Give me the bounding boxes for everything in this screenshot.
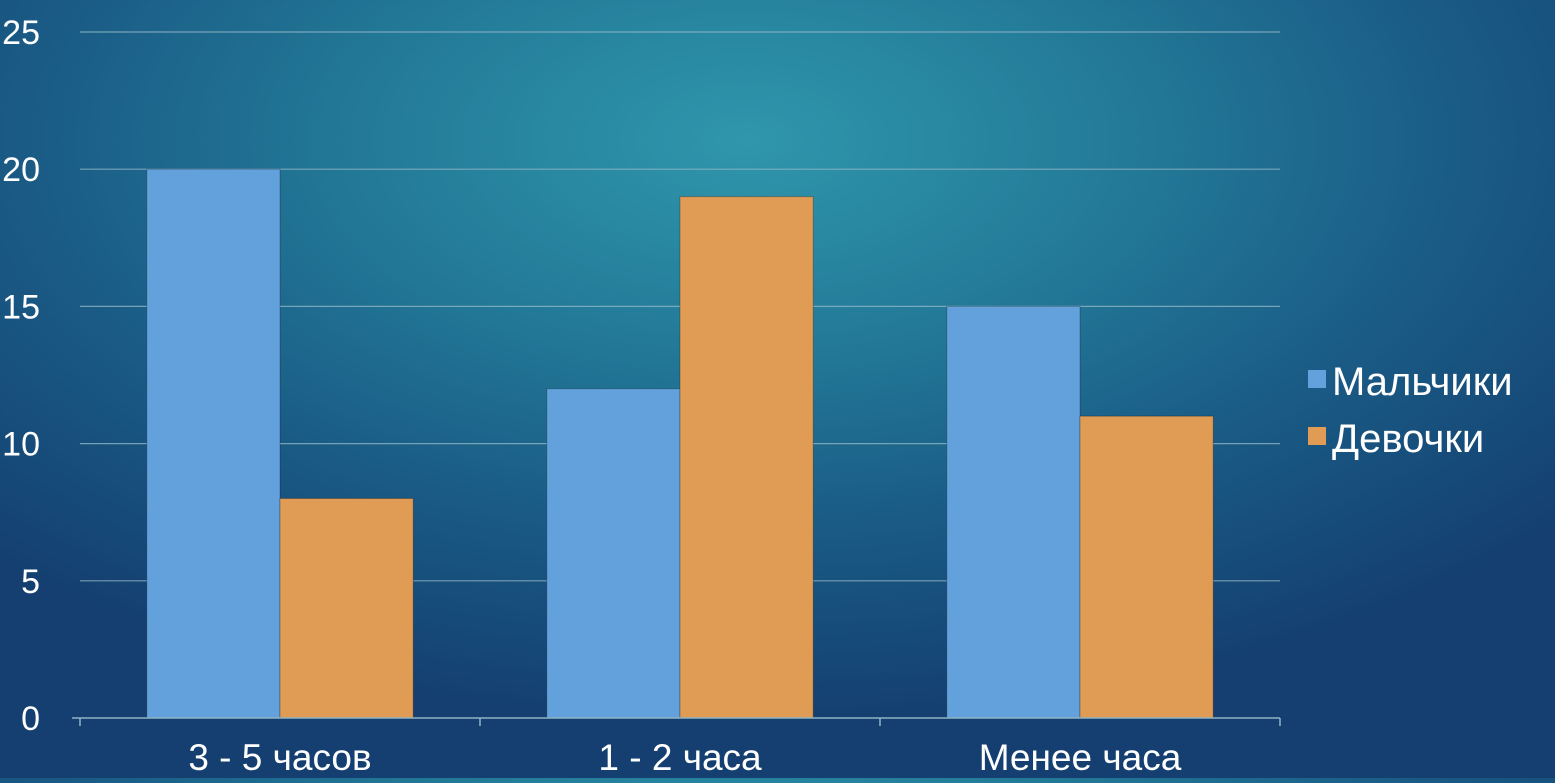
legend-swatch [1308,427,1326,445]
legend: Мальчики Девочки [1308,360,1513,461]
y-tick-label: 20 [2,151,40,189]
y-tick-label: 5 [21,563,40,601]
bar-boys-0 [146,168,281,719]
legend-swatch [1308,370,1326,388]
bar-girls-2 [1079,415,1214,719]
legend-label: Мальчики [1332,360,1513,404]
x-tick-label: Менее часа [979,737,1182,778]
y-axis-ticks: 0 5 10 15 20 25 [2,14,40,738]
y-tick-label: 0 [21,700,40,738]
legend-label: Девочки [1332,417,1484,461]
bar-boys-2 [946,305,1081,719]
legend-item: Девочки [1308,417,1484,461]
x-tick-label: 1 - 2 часа [598,737,762,778]
y-tick-label: 15 [2,288,40,326]
bar-boys-1 [546,388,681,719]
bar-girls-0 [279,497,414,719]
y-tick-label: 10 [2,426,40,464]
x-axis [72,717,1281,726]
bars [146,168,1214,719]
x-tick-label: 3 - 5 часов [188,737,371,778]
bar-girls-1 [679,196,814,719]
x-axis-ticks: 3 - 5 часов 1 - 2 часа Менее часа [188,737,1181,778]
legend-item: Мальчики [1308,360,1513,404]
y-tick-label: 25 [2,14,40,52]
